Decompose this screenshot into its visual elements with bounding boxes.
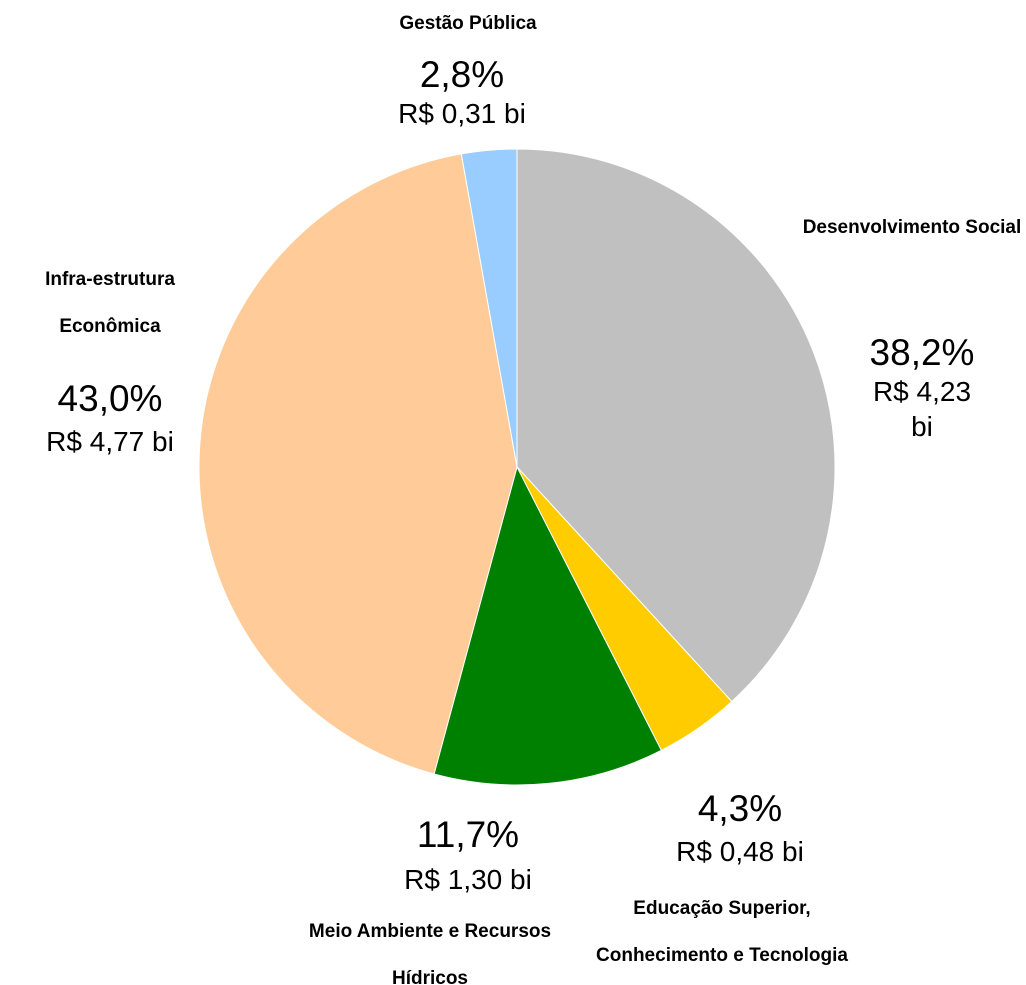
amount-label: R$ 0,48 bi bbox=[676, 836, 804, 867]
slice-name: Gestão Pública bbox=[399, 13, 537, 34]
pie-slice bbox=[516, 148, 836, 703]
percent-label: 38,2% bbox=[869, 332, 975, 373]
pie-slice bbox=[198, 153, 518, 775]
pie-slice bbox=[433, 465, 663, 786]
slice-name: Desenvolvimento Social bbox=[802, 217, 1022, 238]
amount-label: R$ 4,23 bi bbox=[872, 376, 972, 442]
amount-label: R$ 4,77 bi bbox=[46, 426, 174, 457]
slice-name: Educação Superior, Conhecimento e Tecnol… bbox=[596, 898, 848, 966]
pie-slice bbox=[460, 148, 518, 468]
amount-label: R$ 1,30 bi bbox=[404, 864, 532, 895]
amount-label: R$ 0,31 bi bbox=[398, 98, 526, 129]
slice-name: Infra-estrutura Econômica bbox=[45, 269, 175, 337]
percent-label: 11,7% bbox=[416, 814, 520, 855]
percent-label: 4,3% bbox=[697, 788, 783, 829]
percent-label: 43,0% bbox=[57, 378, 163, 419]
slice-name: Meio Ambiente e Recursos Hídricos bbox=[308, 921, 552, 985]
percent-label: 2,8% bbox=[419, 54, 505, 95]
